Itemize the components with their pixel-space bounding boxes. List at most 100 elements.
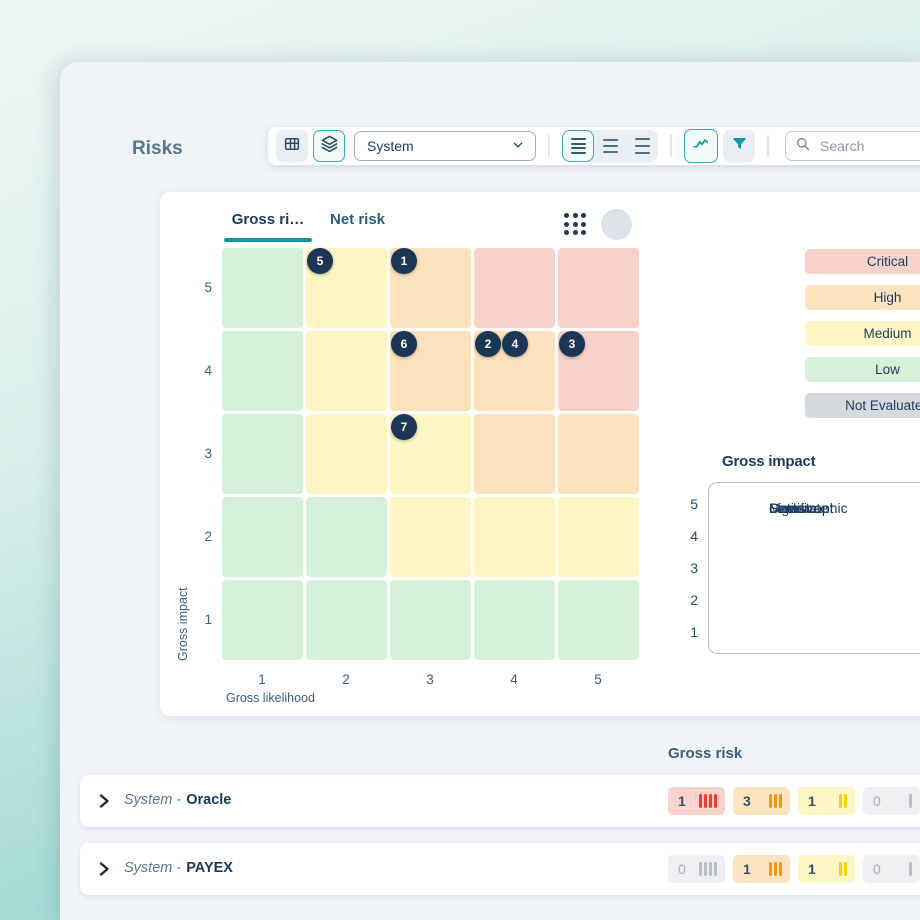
group-by-select[interactable]: System <box>354 131 536 161</box>
matrix-cell-high[interactable] <box>558 414 639 494</box>
chevron-down-icon <box>511 138 525 155</box>
row-group-label: System - <box>124 860 182 876</box>
count-value: 3 <box>743 793 751 809</box>
impact-scale-label: Serious <box>769 500 817 516</box>
row-name: Oracle <box>186 792 232 808</box>
search-box[interactable] <box>785 131 920 161</box>
legend-badge-high[interactable]: High <box>805 285 920 310</box>
severity-bars-icon <box>909 794 912 808</box>
risk-point-2[interactable]: 2 <box>475 331 501 357</box>
legend-badge-critical[interactable]: Critical <box>805 249 920 274</box>
matrix-cell-low[interactable] <box>474 580 555 660</box>
severity-bars-icon <box>769 794 782 808</box>
matrix-cell-medium[interactable] <box>390 497 471 577</box>
x-axis-label: Gross likelihood <box>226 691 315 705</box>
y-tick: 4 <box>204 363 212 378</box>
impact-scale-label: Significant <box>769 500 834 516</box>
matrix-cell-low[interactable] <box>558 580 639 660</box>
row-label: System - PAYEX <box>124 860 233 876</box>
risk-point-5[interactable]: 5 <box>307 248 333 274</box>
line-chart-icon <box>692 135 710 158</box>
risk-point-4[interactable]: 4 <box>502 331 528 357</box>
row-group-label: System - <box>124 792 182 808</box>
density-medium-icon <box>602 138 618 155</box>
impact-scale-box: Catastrophic Serious Significant Moderate Lo… <box>708 482 920 654</box>
grid-dots-icon[interactable] <box>564 213 586 235</box>
row-label: System - Oracle <box>124 792 231 808</box>
matrix-cell-low[interactable] <box>222 497 303 577</box>
count-badge-low[interactable]: 0 <box>863 787 920 815</box>
chart-view-button[interactable] <box>684 129 718 163</box>
table-icon <box>283 135 301 158</box>
matrix-cell-low[interactable] <box>306 497 387 577</box>
severity-bars-icon <box>839 862 847 876</box>
density-relaxed-button[interactable] <box>626 130 658 162</box>
matrix-cell-low[interactable] <box>222 248 303 328</box>
matrix-cell-low[interactable] <box>306 580 387 660</box>
matrix-cell-critical[interactable] <box>474 248 555 328</box>
table-view-button[interactable] <box>276 130 308 162</box>
gross-risk-column-header: Gross risk <box>668 745 743 762</box>
count-badge-medium[interactable]: 1 <box>798 787 855 815</box>
legend-badge-none[interactable]: Not Evaluated <box>805 393 920 418</box>
risk-row-payex[interactable]: System - PAYEX 0 1 1 0 <box>80 843 920 895</box>
legend-badge-low[interactable]: Low <box>805 357 920 382</box>
severity-bars-icon <box>699 862 717 876</box>
matrix-cell-low[interactable] <box>222 580 303 660</box>
matrix-cell-high[interactable] <box>474 414 555 494</box>
count-value: 1 <box>808 793 816 809</box>
risk-point-3[interactable]: 3 <box>559 331 585 357</box>
matrix-cell-medium[interactable] <box>306 414 387 494</box>
impact-scale-label: Low <box>769 500 795 516</box>
count-value: 1 <box>678 793 686 809</box>
matrix-cell-medium[interactable] <box>306 331 387 411</box>
tab-gross-risk[interactable]: Gross ri… <box>231 211 305 228</box>
expand-chevron-icon[interactable] <box>97 792 111 815</box>
impact-scale-label: Moderate <box>769 500 829 516</box>
y-tick: 5 <box>204 280 212 295</box>
count-value: 1 <box>743 861 751 877</box>
row-name: PAYEX <box>186 860 233 876</box>
density-medium-button[interactable] <box>594 130 626 162</box>
severity-bars-icon <box>909 862 912 876</box>
search-input[interactable] <box>818 137 920 155</box>
y-tick: 3 <box>204 446 212 461</box>
severity-bars-icon <box>769 862 782 876</box>
matrix-cell-medium[interactable] <box>558 497 639 577</box>
impact-scale-number: 3 <box>690 560 698 576</box>
risk-count-badges: 1 3 1 0 <box>668 787 920 815</box>
count-value: 0 <box>873 793 881 809</box>
risk-point-7[interactable]: 7 <box>391 414 417 440</box>
matrix-cell-low[interactable] <box>222 414 303 494</box>
density-compact-button[interactable] <box>562 130 594 162</box>
risk-level-legend: Critical High Medium Low Not Evaluated <box>805 249 920 429</box>
count-badge-medium[interactable]: 1 <box>798 855 855 883</box>
row-density-group <box>562 130 658 162</box>
risk-point-1[interactable]: 1 <box>391 248 417 274</box>
matrix-cell-low[interactable] <box>390 580 471 660</box>
tab-net-risk[interactable]: Net risk <box>330 211 386 228</box>
legend-badge-medium[interactable]: Medium <box>805 321 920 346</box>
matrix-cell-medium[interactable] <box>474 497 555 577</box>
count-badge-critical[interactable]: 0 <box>668 855 725 883</box>
risk-point-6[interactable]: 6 <box>391 331 417 357</box>
search-icon <box>795 136 811 157</box>
density-relaxed-icon <box>634 135 650 157</box>
risk-row-oracle[interactable]: System - Oracle 1 3 1 0 <box>80 775 920 827</box>
matrix-cell-low[interactable] <box>222 331 303 411</box>
filter-button[interactable] <box>723 130 755 162</box>
count-badge-high[interactable]: 3 <box>733 787 790 815</box>
circle-toggle[interactable] <box>601 209 632 240</box>
group-by-value: System <box>367 138 414 154</box>
count-badge-low[interactable]: 0 <box>863 855 920 883</box>
count-badge-critical[interactable]: 1 <box>668 787 725 815</box>
impact-scale-label: Catastrophic <box>769 500 848 516</box>
count-badge-high[interactable]: 1 <box>733 855 790 883</box>
x-tick: 3 <box>426 672 434 687</box>
matrix-cell-critical[interactable] <box>558 248 639 328</box>
expand-chevron-icon[interactable] <box>97 860 111 883</box>
grouped-view-button[interactable] <box>313 130 345 162</box>
toolbar-divider <box>548 135 550 157</box>
count-value: 0 <box>873 861 881 877</box>
